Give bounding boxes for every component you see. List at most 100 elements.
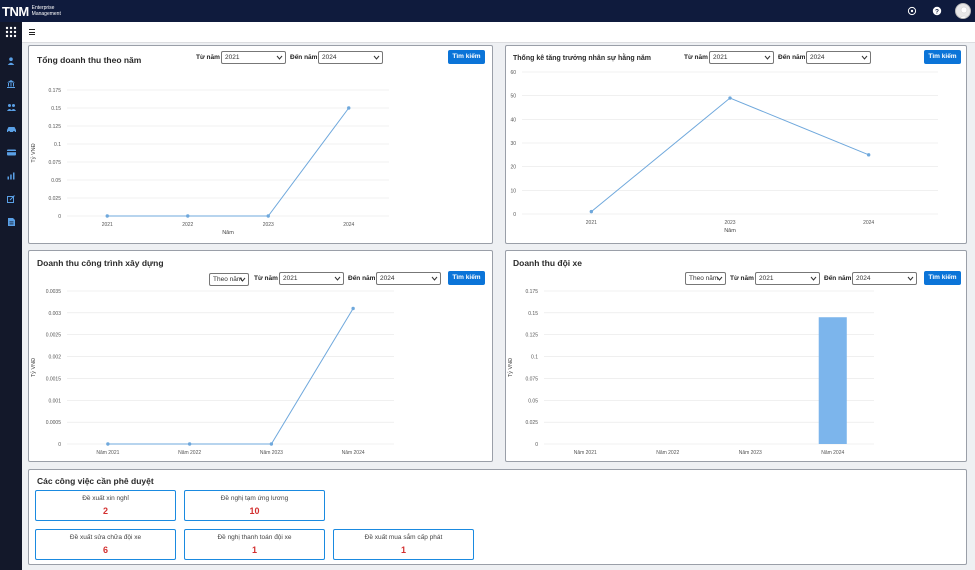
y-tick-label: 0.175 xyxy=(525,289,538,295)
y-tick-label: 0.1 xyxy=(54,142,61,148)
search-button[interactable]: Tìm kiếm xyxy=(448,50,485,64)
sidebar-chart-icon[interactable] xyxy=(0,164,22,187)
logo-subtitle: Enterprise Management xyxy=(32,5,61,17)
x-tick-label: Năm 2021 xyxy=(96,450,119,456)
x-tick-label: 2021 xyxy=(586,220,597,226)
sidebar-car-icon[interactable] xyxy=(0,118,22,141)
y-tick-label: 0.0015 xyxy=(46,376,62,382)
search-button[interactable]: Tìm kiếm xyxy=(448,271,485,285)
card-count: 1 xyxy=(400,545,406,555)
chevron-down-icon xyxy=(907,276,914,281)
chevron-down-icon xyxy=(334,276,341,281)
chevron-down-icon xyxy=(239,277,246,282)
from-year-value: 2021 xyxy=(225,54,240,61)
y-tick-label: 0.0005 xyxy=(46,420,62,426)
y-tick-label: 20 xyxy=(510,165,516,171)
from-year-select[interactable]: 2021 xyxy=(709,51,774,64)
sidebar-document-icon[interactable] xyxy=(0,210,22,233)
search-button[interactable]: Tìm kiếm xyxy=(924,271,961,285)
from-year-select[interactable]: 2021 xyxy=(279,272,344,285)
y-tick-label: 0.003 xyxy=(48,311,61,317)
apps-grid-icon[interactable] xyxy=(0,21,22,43)
y-axis-label: Tỷ VNĐ xyxy=(30,143,37,162)
from-year-select[interactable]: 2021 xyxy=(755,272,820,285)
card-label: Đề nghị thanh toán đội xe xyxy=(217,534,292,541)
user-avatar[interactable] xyxy=(955,3,971,19)
approval-card-procurement[interactable]: Đề xuất mua sắm cấp phát 1 xyxy=(333,529,474,560)
x-axis-label: Năm xyxy=(724,228,736,234)
data-point xyxy=(187,442,192,446)
from-year-label: Từ năm xyxy=(684,54,708,61)
to-year-value: 2024 xyxy=(380,275,395,282)
data-point xyxy=(589,209,594,214)
card-count: 10 xyxy=(249,506,260,516)
top-navbar: TNM Enterprise Management ? xyxy=(0,0,975,22)
y-tick-label: 0 xyxy=(535,442,538,448)
to-year-select[interactable]: 2024 xyxy=(376,272,441,285)
chevron-down-icon xyxy=(276,55,283,60)
to-year-value: 2024 xyxy=(322,54,337,61)
sidebar-bank-icon[interactable] xyxy=(0,72,22,95)
x-tick-label: Năm 2023 xyxy=(739,450,762,456)
from-year-select[interactable]: 2021 xyxy=(221,51,286,64)
data-point xyxy=(269,442,274,446)
period-mode-select[interactable]: Theo năm xyxy=(685,272,726,285)
series-line xyxy=(591,97,869,213)
x-tick-label: Năm 2022 xyxy=(656,450,679,456)
to-year-label: Đến năm xyxy=(824,275,852,282)
x-tick-label: 2024 xyxy=(863,220,874,226)
chart-hr-growth: 0 10 20 30 40 50 60 2021 2023 2024 Năm xyxy=(510,70,938,234)
x-tick-label: 2024 xyxy=(343,222,354,228)
to-year-select[interactable]: 2024 xyxy=(852,272,917,285)
card-label: Đề nghị tạm ứng lương xyxy=(220,495,289,502)
bar xyxy=(818,317,847,444)
y-tick-label: 60 xyxy=(510,70,516,76)
approval-card-leave-request[interactable]: Đề xuất xin nghỉ 2 xyxy=(35,490,176,521)
panel-title: Các công việc cần phê duyệt xyxy=(37,476,154,486)
x-tick-label: 2021 xyxy=(102,222,113,228)
sidebar-edit-icon[interactable] xyxy=(0,187,22,210)
panel-pending-approvals: Các công việc cần phê duyệt Đề xuất xin … xyxy=(28,469,967,565)
x-tick-label: Năm 2024 xyxy=(342,450,365,456)
period-mode-value: Theo năm xyxy=(689,275,719,282)
logo-subtitle-line2: Management xyxy=(31,11,61,17)
sidebar-card-icon[interactable] xyxy=(0,141,22,164)
svg-text:?: ? xyxy=(935,8,939,15)
app-logo[interactable]: TNM Enterprise Management xyxy=(0,0,61,22)
x-tick-label: Năm 2022 xyxy=(178,450,201,456)
from-year-value: 2021 xyxy=(713,54,728,61)
settings-icon[interactable] xyxy=(904,3,920,19)
sidebar-users-icon[interactable] xyxy=(0,95,22,118)
approval-card-fleet-payment[interactable]: Đề nghị thanh toán đội xe 1 xyxy=(184,529,325,560)
panel-construction-revenue: Doanh thu công trình xây dựng Theo năm T… xyxy=(28,250,493,462)
x-tick-label: 2023 xyxy=(724,220,735,226)
y-tick-label: 10 xyxy=(510,188,516,194)
help-icon[interactable]: ? xyxy=(929,3,945,19)
data-point xyxy=(351,306,355,311)
panel-fleet-revenue: Doanh thu đội xe Theo năm Từ năm 2021 Đế… xyxy=(505,250,967,462)
card-label: Đề xuất sửa chữa đội xe xyxy=(69,534,142,541)
chart-fleet-revenue: 0 0.025 0.05 0.075 0.1 0.125 0.15 0.175 Năm 2021… xyxy=(507,289,874,456)
sidebar xyxy=(0,43,22,570)
y-tick-label: 0 xyxy=(58,442,61,448)
period-mode-value: Theo năm xyxy=(213,276,243,283)
panel-hr-growth: Thống kê tăng trưởng nhân sự hằng năm Từ… xyxy=(505,45,967,244)
hamburger-menu-icon[interactable] xyxy=(29,29,35,35)
period-mode-select[interactable]: Theo năm xyxy=(209,273,249,286)
data-point xyxy=(728,96,732,100)
y-tick-label: 0.0025 xyxy=(46,333,62,339)
data-point xyxy=(866,153,871,157)
to-year-select[interactable]: 2024 xyxy=(318,51,383,64)
y-tick-label: 0.125 xyxy=(48,124,61,130)
logo-subtitle-line1: Enterprise xyxy=(31,5,55,11)
y-tick-label: 0 xyxy=(513,212,516,218)
x-tick-label: 2022 xyxy=(182,222,193,228)
to-year-select[interactable]: 2024 xyxy=(806,51,871,64)
sidebar-user-icon[interactable] xyxy=(0,49,22,72)
chart-yearly-revenue: 0 0.025 0.05 0.075 0.1 0.125 0.15 0.175 2021 2022… xyxy=(30,88,389,236)
approval-card-salary-advance[interactable]: Đề nghị tạm ứng lương 10 xyxy=(184,490,325,521)
search-button[interactable]: Tìm kiếm xyxy=(924,50,961,64)
y-tick-label: 0.05 xyxy=(51,178,61,184)
approval-card-fleet-repair[interactable]: Đề xuất sửa chữa đội xe 6 xyxy=(35,529,176,560)
y-tick-label: 0.1 xyxy=(531,355,538,361)
